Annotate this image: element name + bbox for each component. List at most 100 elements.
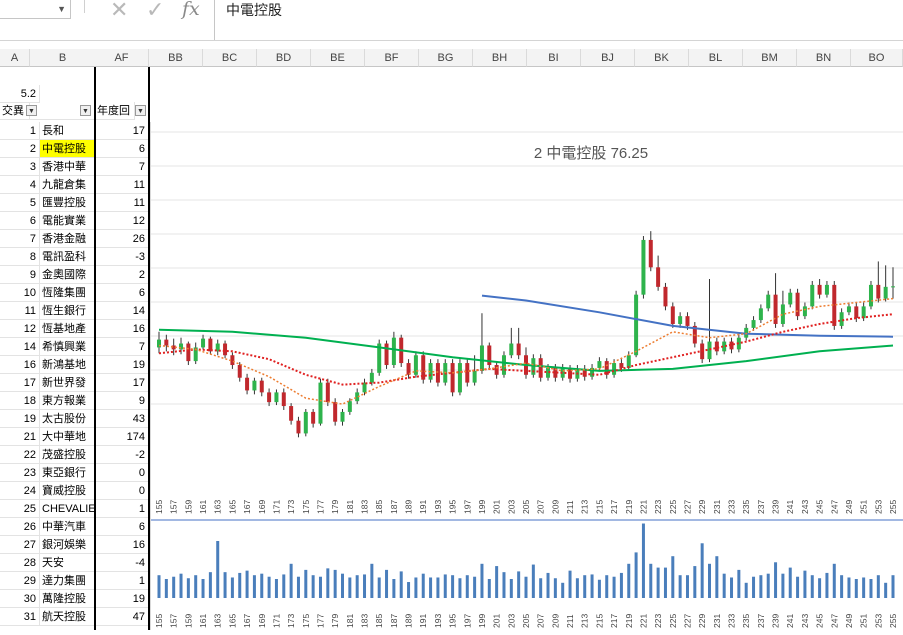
annual-return-cell[interactable]: 0 [95, 464, 149, 482]
stock-chart[interactable]: 2 中電控股 76.25 155 157 159 161 163 165 167 169 171 1… [150, 122, 903, 630]
stock-name-cell[interactable]: 太古股份 [40, 410, 95, 428]
stock-name-cell[interactable]: 茂盛控股 [40, 446, 95, 464]
stock-name-cell[interactable]: 達力集團 [40, 572, 95, 590]
row-number-cell[interactable]: 1 [0, 122, 40, 140]
stock-name-cell[interactable]: 寶威控股 [40, 482, 95, 500]
annual-return-cell[interactable]: 47 [95, 608, 149, 626]
stock-name-cell[interactable]: 航天控股 [40, 608, 95, 626]
row-number-cell[interactable]: 10 [0, 284, 40, 302]
column-header-be[interactable]: BE [311, 49, 365, 67]
annual-return-cell[interactable]: 11 [95, 194, 149, 212]
annual-return-cell[interactable]: 1 [95, 572, 149, 590]
stock-name-cell[interactable]: 大中華地 [40, 428, 95, 446]
annual-return-cell[interactable]: 14 [95, 302, 149, 320]
stock-name-cell[interactable]: 香港金融 [40, 230, 95, 248]
row-number-cell[interactable]: 23 [0, 464, 40, 482]
column-header-a[interactable]: A [0, 49, 30, 67]
column-header-bk[interactable]: BK [635, 49, 689, 67]
stock-name-cell[interactable]: 電能實業 [40, 212, 95, 230]
annual-return-cell[interactable]: 17 [95, 122, 149, 140]
row-number-cell[interactable]: 27 [0, 536, 40, 554]
stock-name-cell[interactable]: 恆生銀行 [40, 302, 95, 320]
filter-button[interactable]: ▼ [80, 105, 91, 116]
row-number-cell[interactable]: 2 [0, 140, 40, 158]
row-number-cell[interactable]: 8 [0, 248, 40, 266]
annual-return-cell[interactable]: -4 [95, 554, 149, 572]
annual-return-cell[interactable]: 43 [95, 410, 149, 428]
stock-name-cell[interactable]: 希慎興業 [40, 338, 95, 356]
row-number-cell[interactable]: 17 [0, 374, 40, 392]
column-header-bn[interactable]: BN [797, 49, 851, 67]
row-number-cell[interactable]: 19 [0, 410, 40, 428]
stock-name-cell[interactable]: 銀河娛樂 [40, 536, 95, 554]
row-number-cell[interactable]: 5 [0, 194, 40, 212]
column-header-bo[interactable]: BO [851, 49, 903, 67]
cancel-icon[interactable]: ✕ [110, 0, 129, 22]
annual-return-cell[interactable]: 7 [95, 158, 149, 176]
row-number-cell[interactable]: 31 [0, 608, 40, 626]
sheet-grid[interactable]: 5.2 交異 年度回 ▼ ▼ ▼ 1 長和 17 2 中電控股 6 3 香港中華 7 4 九龍倉集 11 5 匯豐控股… [0, 67, 903, 630]
annual-return-cell[interactable]: 12 [95, 212, 149, 230]
column-header-af[interactable]: AF [95, 49, 149, 67]
row-number-cell[interactable]: 3 [0, 158, 40, 176]
stock-name-cell[interactable]: 恆基地產 [40, 320, 95, 338]
stock-name-cell[interactable]: 金奧國際 [40, 266, 95, 284]
annual-return-cell[interactable]: 16 [95, 536, 149, 554]
annual-return-cell[interactable]: 26 [95, 230, 149, 248]
stock-name-cell[interactable]: 恆隆集團 [40, 284, 95, 302]
column-header-bh[interactable]: BH [473, 49, 527, 67]
cell-a-value[interactable]: 5.2 [0, 85, 40, 103]
name-box[interactable]: ▼ [0, 0, 71, 19]
column-header-bi[interactable]: BI [527, 49, 581, 67]
row-number-cell[interactable]: 16 [0, 356, 40, 374]
stock-name-cell[interactable]: 新鴻基地 [40, 356, 95, 374]
stock-name-cell[interactable]: 東方報業 [40, 392, 95, 410]
column-header-bd[interactable]: BD [257, 49, 311, 67]
row-number-cell[interactable]: 28 [0, 554, 40, 572]
row-number-cell[interactable]: 29 [0, 572, 40, 590]
annual-return-cell[interactable]: 6 [95, 284, 149, 302]
chevron-down-icon[interactable]: ▼ [57, 4, 66, 14]
annual-return-cell[interactable]: 0 [95, 482, 149, 500]
stock-name-cell[interactable]: 電訊盈科 [40, 248, 95, 266]
row-number-cell[interactable]: 4 [0, 176, 40, 194]
annual-return-cell[interactable]: 9 [95, 392, 149, 410]
stock-name-cell[interactable]: 香港中華 [40, 158, 95, 176]
annual-return-cell[interactable]: 17 [95, 374, 149, 392]
annual-return-cell[interactable]: 6 [95, 518, 149, 536]
stock-name-cell[interactable]: 新世界發 [40, 374, 95, 392]
row-number-cell[interactable]: 12 [0, 320, 40, 338]
stock-name-cell[interactable]: 匯豐控股 [40, 194, 95, 212]
fx-icon[interactable]: fx [182, 0, 200, 20]
row-number-cell[interactable]: 6 [0, 212, 40, 230]
row-number-cell[interactable]: 7 [0, 230, 40, 248]
annual-return-cell[interactable]: 19 [95, 356, 149, 374]
stock-name-cell[interactable]: CHEVALIE [40, 500, 95, 518]
check-icon[interactable]: ✓ [146, 0, 165, 22]
row-number-cell[interactable]: 30 [0, 590, 40, 608]
annual-return-cell[interactable]: -2 [95, 446, 149, 464]
row-number-cell[interactable]: 21 [0, 428, 40, 446]
stock-name-cell[interactable]: 中華汽車 [40, 518, 95, 536]
column-header-b[interactable]: B [30, 49, 95, 67]
annual-return-cell[interactable]: 174 [95, 428, 149, 446]
annual-return-cell[interactable]: 16 [95, 320, 149, 338]
stock-name-cell[interactable]: 中電控股 [40, 140, 95, 158]
annual-return-cell[interactable]: -3 [95, 248, 149, 266]
stock-name-cell[interactable]: 東亞銀行 [40, 464, 95, 482]
cell-af-header[interactable]: 年度回 [95, 102, 135, 120]
row-number-cell[interactable]: 11 [0, 302, 40, 320]
column-header-bj[interactable]: BJ [581, 49, 635, 67]
column-header-bb[interactable]: BB [149, 49, 203, 67]
annual-return-cell[interactable]: 11 [95, 176, 149, 194]
annual-return-cell[interactable]: 6 [95, 140, 149, 158]
annual-return-cell[interactable]: 7 [95, 338, 149, 356]
stock-name-cell[interactable]: 長和 [40, 122, 95, 140]
column-header-bf[interactable]: BF [365, 49, 419, 67]
row-number-cell[interactable]: 24 [0, 482, 40, 500]
row-number-cell[interactable]: 22 [0, 446, 40, 464]
stock-name-cell[interactable]: 天安 [40, 554, 95, 572]
row-number-cell[interactable]: 18 [0, 392, 40, 410]
stock-name-cell[interactable]: 萬隆控股 [40, 590, 95, 608]
annual-return-cell[interactable]: 2 [95, 266, 149, 284]
